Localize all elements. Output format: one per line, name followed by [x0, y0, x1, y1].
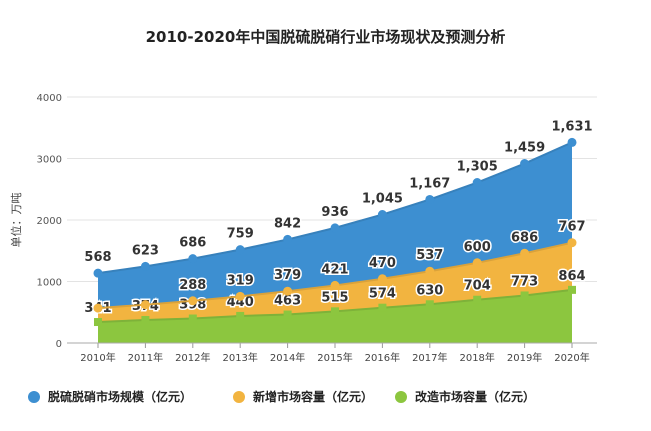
data-point — [520, 291, 529, 300]
x-tick-label: 2013年 — [222, 351, 257, 364]
y-tick-label: 3000 — [37, 155, 62, 166]
data-label: 842 — [274, 216, 301, 231]
data-point — [93, 268, 103, 278]
legend-item[interactable]: 脱硫脱硝市场规模（亿元） — [28, 388, 192, 405]
data-point — [472, 258, 482, 268]
data-point — [93, 303, 103, 313]
data-point — [236, 311, 245, 320]
data-label: 568 — [84, 250, 111, 265]
x-tick-label: 2011年 — [128, 351, 163, 364]
data-label: 686 — [179, 236, 206, 251]
data-label: 936 — [321, 205, 348, 220]
data-label: 470 — [369, 256, 396, 271]
data-label: 421 — [321, 262, 348, 277]
chart-title: 2010-2020年中国脱硫脱硝行业市场现状及预测分析 — [145, 28, 506, 46]
y-tick-label: 0 — [56, 339, 62, 350]
data-point — [141, 315, 150, 324]
data-label: 623 — [132, 243, 159, 258]
legend-label: 改造市场容量（亿元） — [415, 390, 536, 404]
data-point — [235, 245, 245, 255]
data-label: 759 — [227, 227, 254, 242]
data-point — [283, 286, 293, 296]
data-label: 574 — [369, 287, 396, 302]
legend-marker-icon — [28, 390, 40, 403]
data-point — [567, 137, 577, 147]
data-point — [377, 274, 387, 284]
data-point — [140, 300, 150, 310]
data-label: 515 — [321, 290, 348, 305]
data-point — [473, 295, 482, 304]
data-label: 319 — [227, 273, 254, 288]
data-label: 600 — [464, 240, 491, 255]
data-point — [94, 318, 102, 327]
data-point — [568, 285, 576, 294]
data-label: 1,167 — [409, 176, 450, 191]
x-tick-label: 2014年 — [270, 351, 305, 364]
data-label: 704 — [464, 279, 491, 294]
y-tick-label: 4000 — [37, 93, 62, 104]
data-point — [188, 296, 198, 306]
data-point — [283, 234, 293, 244]
data-label: 864 — [558, 269, 585, 284]
data-point — [188, 254, 198, 264]
data-point — [425, 266, 435, 276]
legend-item[interactable]: 新增市场容量（亿元） — [233, 388, 373, 405]
legend-label: 脱硫脱硝市场规模（亿元） — [48, 390, 193, 404]
data-point — [520, 159, 530, 169]
data-label: 773 — [511, 274, 538, 289]
area-f2b440 — [98, 242, 572, 323]
data-point — [425, 194, 435, 204]
x-tick-label: 2018年 — [459, 351, 494, 364]
data-label: 1,631 — [551, 119, 592, 134]
x-tick-label: 2012年 — [175, 351, 210, 364]
legend-item[interactable]: 改造市场容量（亿元） — [395, 388, 535, 405]
legend-label: 新增市场容量（亿元） — [253, 390, 374, 404]
legend-marker-icon — [233, 390, 245, 403]
data-point — [378, 303, 387, 312]
data-label: 1,045 — [362, 192, 403, 207]
x-tick-label: 2020年 — [554, 351, 589, 364]
y-axis-label: 单位：万吨 — [9, 193, 23, 248]
data-label: 463 — [274, 294, 301, 309]
data-label: 379 — [274, 268, 301, 283]
x-tick-label: 2016年 — [365, 351, 400, 364]
x-tick-label: 2010年 — [80, 351, 115, 364]
data-point — [188, 314, 197, 323]
data-point — [377, 210, 387, 220]
x-tick-label: 2015年 — [317, 351, 352, 364]
data-label: 288 — [179, 278, 206, 293]
data-label: 686 — [511, 230, 538, 245]
data-label: 537 — [416, 248, 443, 263]
data-point — [331, 307, 339, 316]
x-tick-label: 2019年 — [507, 351, 542, 364]
y-tick-label: 2000 — [37, 216, 62, 227]
data-point — [235, 291, 245, 301]
data-point — [330, 223, 340, 233]
data-point — [283, 310, 292, 319]
data-label: 1,305 — [457, 160, 498, 175]
legend-marker-icon — [395, 390, 407, 403]
data-point — [140, 261, 150, 271]
data-label: 767 — [558, 220, 585, 235]
x-tick-label: 2017年 — [412, 351, 447, 364]
data-label: 1,459 — [504, 141, 545, 156]
y-tick-label: 1000 — [37, 278, 62, 289]
area-8cc63f — [98, 289, 572, 343]
data-point — [567, 238, 577, 248]
data-point — [330, 280, 340, 290]
data-point — [520, 248, 530, 258]
data-label: 630 — [416, 283, 443, 298]
data-point — [472, 178, 482, 188]
data-point — [425, 300, 434, 309]
